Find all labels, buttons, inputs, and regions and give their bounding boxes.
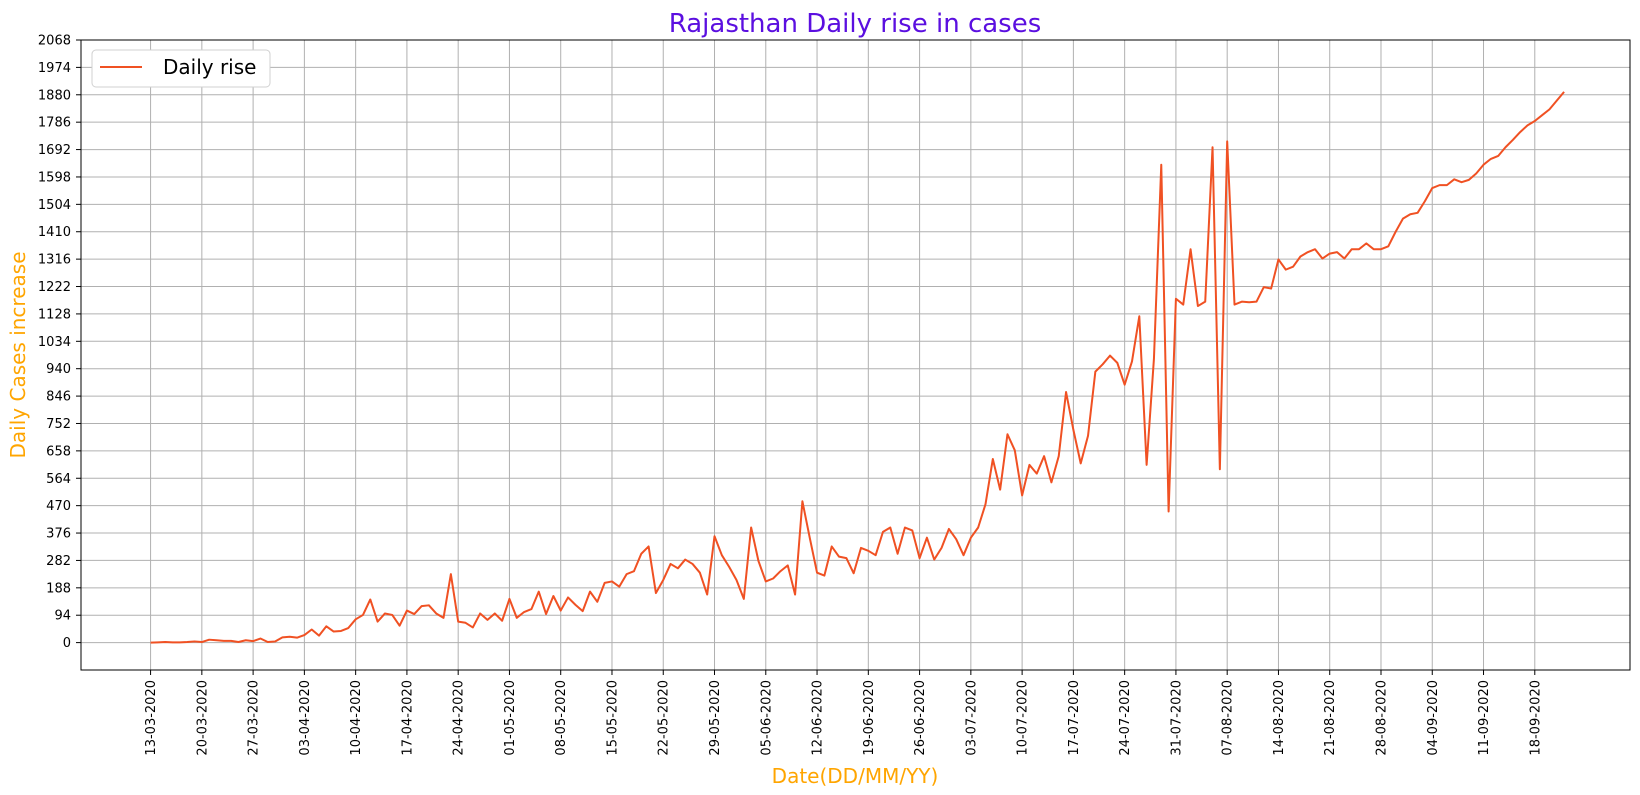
- x-tick-label: 19-06-2020: [862, 680, 877, 756]
- y-tick-label: 752: [46, 417, 71, 432]
- x-tick-label: 18-09-2020: [1528, 680, 1543, 756]
- y-tick-label: 1692: [38, 143, 71, 158]
- x-tick-label: 10-07-2020: [1016, 680, 1031, 756]
- x-tick-label: 03-07-2020: [964, 680, 979, 756]
- y-tick-label: 846: [46, 390, 71, 405]
- y-tick-label: 2068: [38, 34, 71, 49]
- y-tick-label: 1034: [38, 335, 71, 350]
- plot-frame: [80, 39, 1631, 671]
- x-gridlines: [150, 40, 1536, 670]
- chart-title: Rajasthan Daily rise in cases: [669, 9, 1042, 39]
- x-tick-label: 01-05-2020: [503, 680, 518, 756]
- series-line-daily-rise: [150, 91, 1565, 644]
- x-axis-label: Date(DD/MM/YY): [772, 764, 939, 788]
- x-tick-label: 22-05-2020: [657, 680, 672, 756]
- x-tick-label: 26-06-2020: [913, 680, 928, 756]
- x-tick-label: 08-05-2020: [554, 680, 569, 756]
- y-tick-label: 188: [46, 581, 71, 596]
- x-tick-label: 14-08-2020: [1272, 680, 1287, 756]
- y-tick-label: 94: [54, 609, 71, 624]
- x-tick-label: 17-04-2020: [400, 680, 415, 756]
- x-tick-label: 05-06-2020: [759, 680, 774, 756]
- y-tick-label: 658: [46, 444, 71, 459]
- x-tick-label: 29-05-2020: [708, 680, 723, 756]
- x-tick-label: 11-09-2020: [1477, 680, 1492, 756]
- y-tick-label: 940: [46, 362, 71, 377]
- y-tick-label: 1316: [38, 253, 71, 268]
- y-axis-ticks: 0 94 188 282 376 470 564 658 752 846 940 1034 1128 12…: [38, 34, 81, 651]
- y-tick-label: 1128: [38, 307, 71, 322]
- legend-entry-daily-rise: Daily rise: [163, 55, 256, 79]
- x-tick-label: 13-03-2020: [144, 680, 159, 756]
- x-tick-label: 10-04-2020: [349, 680, 364, 756]
- x-tick-label: 03-04-2020: [298, 680, 313, 756]
- y-tick-label: 1410: [38, 225, 71, 240]
- x-tick-label: 24-04-2020: [452, 680, 467, 756]
- x-tick-label: 27-03-2020: [247, 680, 262, 756]
- y-tick-label: 1222: [38, 280, 71, 295]
- plot-series: [150, 91, 1565, 644]
- y-tick-label: 0: [63, 636, 71, 651]
- x-tick-label: 31-07-2020: [1169, 680, 1184, 756]
- x-tick-label: 04-09-2020: [1426, 680, 1441, 756]
- x-tick-label: 07-08-2020: [1221, 680, 1236, 756]
- legend: Daily rise: [91, 49, 271, 88]
- y-tick-label: 1880: [38, 88, 71, 103]
- x-tick-label: 24-07-2020: [1118, 680, 1133, 756]
- x-tick-label: 21-08-2020: [1323, 680, 1338, 756]
- y-tick-label: 470: [46, 499, 71, 514]
- y-tick-label: 282: [46, 554, 71, 569]
- x-tick-label: 28-08-2020: [1374, 680, 1389, 756]
- y-axis-label: Daily Cases increase: [6, 252, 30, 459]
- y-tick-label: 564: [46, 472, 71, 487]
- y-tick-label: 1786: [38, 116, 71, 131]
- x-tick-label: 15-05-2020: [605, 680, 620, 756]
- x-axis-ticks: 13-03-2020 20-03-2020 27-03-2020 03-04-2020…: [144, 670, 1543, 756]
- y-tick-label: 376: [46, 527, 71, 542]
- x-tick-label: 12-06-2020: [811, 680, 826, 756]
- y-tick-label: 1598: [38, 170, 71, 185]
- x-tick-label: 17-07-2020: [1067, 680, 1082, 756]
- x-tick-label: 20-03-2020: [195, 680, 210, 756]
- y-tick-label: 1974: [38, 61, 71, 76]
- y-tick-label: 1504: [38, 198, 71, 213]
- legend-box: [91, 49, 271, 88]
